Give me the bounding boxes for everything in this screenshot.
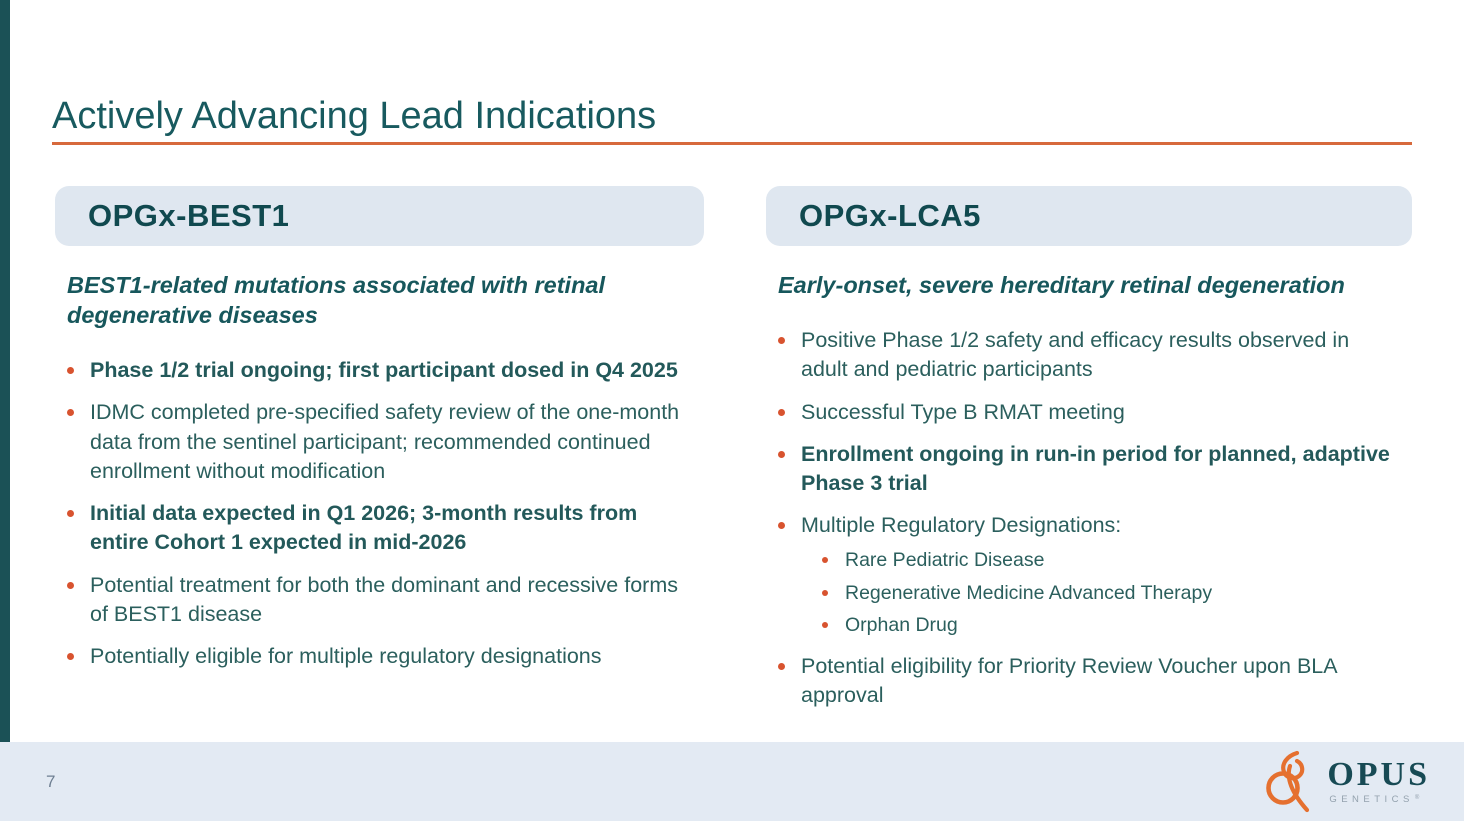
list-item: Enrollment ongoing in run-in period for … (778, 440, 1412, 498)
list-item: IDMC completed pre-specified safety revi… (67, 398, 704, 486)
column-opgx-best1: OPGx-BEST1 BEST1-related mutations assoc… (55, 186, 704, 671)
sub-list-item: Regenerative Medicine Advanced Therapy (822, 581, 1212, 606)
sub-bullet-text: Regenerative Medicine Advanced Therapy (845, 581, 1213, 604)
bullet-icon (67, 409, 74, 417)
program-header-lca5: OPGx-LCA5 (766, 186, 1412, 246)
opus-logo-icon (1266, 750, 1310, 812)
bullet-icon (778, 662, 785, 670)
opus-genetics-logo: OPUS GENETICS ® (1263, 750, 1430, 814)
sub-bullet-text: Rare Pediatric Disease (845, 549, 1045, 572)
bullet-text: Potential eligibility for Priority Revie… (801, 653, 1337, 707)
left-accent-bar (0, 0, 10, 768)
program-name: OPGx-BEST1 (88, 198, 290, 233)
sub-bullet-text: Orphan Drug (845, 614, 958, 637)
bullet-text: Potentially eligible for multiple regula… (90, 644, 602, 669)
page-number: 7 (46, 771, 56, 791)
sub-list-item: Orphan Drug (822, 613, 1212, 638)
program-name: OPGx-LCA5 (799, 198, 981, 233)
bullet-text: Successful Type B RMAT meeting (801, 399, 1125, 424)
sub-bullet-icon (822, 622, 828, 629)
list-item: Phase 1/2 trial ongoing; first participa… (67, 356, 704, 385)
bullet-list: Phase 1/2 trial ongoing; first participa… (55, 356, 704, 671)
list-item: Potential eligibility for Priority Revie… (778, 652, 1412, 710)
registered-mark: ® (1414, 795, 1424, 802)
logo-wordmark: OPUS GENETICS ® (1327, 758, 1430, 805)
logo-subname-text: GENETICS (1329, 794, 1414, 806)
bullet-text: Phase 1/2 trial ongoing; first participa… (90, 358, 678, 383)
program-header-best1: OPGx-BEST1 (55, 186, 704, 246)
bullet-text: Positive Phase 1/2 safety and efficacy r… (801, 328, 1350, 382)
bullet-icon (778, 408, 785, 416)
bullet-icon (67, 581, 74, 589)
logo-name: OPUS (1327, 756, 1430, 794)
list-item: Multiple Regulatory Designations: Rare P… (778, 511, 1412, 638)
sub-bullet-icon (822, 589, 828, 596)
program-subtitle: Early-onset, severe hereditary retinal d… (778, 272, 1345, 298)
bullet-text: Enrollment ongoing in run-in period for … (801, 441, 1390, 496)
title-divider (52, 142, 1412, 145)
bullet-icon (67, 367, 74, 375)
bullet-text: Initial data expected in Q1 2026; 3-mont… (90, 501, 638, 555)
bullet-icon (778, 522, 785, 530)
column-opgx-lca5: OPGx-LCA5 Early-onset, severe hereditary… (766, 186, 1412, 710)
bullet-text: IDMC completed pre-specified safety revi… (90, 400, 680, 483)
footer: 7 OPUS GENETICS ® (0, 742, 1464, 821)
bullet-text: Potential treatment for both the dominan… (90, 572, 678, 626)
program-subtitle: BEST1-related mutations associated with … (67, 272, 606, 329)
bullet-icon (778, 337, 785, 345)
page-title: Actively Advancing Lead Indications (52, 95, 657, 138)
bullet-list: Positive Phase 1/2 safety and efficacy r… (766, 326, 1412, 710)
bullet-icon (67, 510, 74, 518)
sub-bullet-icon (822, 557, 828, 564)
sub-bullet-list: Rare Pediatric Disease Regenerative Medi… (778, 548, 1212, 638)
bullet-icon (778, 450, 785, 458)
list-item: Successful Type B RMAT meeting (778, 398, 1412, 427)
list-item: Initial data expected in Q1 2026; 3-mont… (67, 499, 704, 557)
list-item: Positive Phase 1/2 safety and efficacy r… (778, 326, 1412, 384)
bullet-row: Multiple Regulatory Designations: (778, 511, 1121, 540)
logo-subname: GENETICS ® (1329, 795, 1423, 805)
bullet-text: Multiple Regulatory Designations: (801, 513, 1122, 538)
sub-list-item: Rare Pediatric Disease (822, 548, 1212, 573)
list-item: Potential treatment for both the dominan… (67, 571, 704, 629)
bullet-icon (67, 653, 74, 661)
list-item: Potentially eligible for multiple regula… (67, 642, 704, 671)
